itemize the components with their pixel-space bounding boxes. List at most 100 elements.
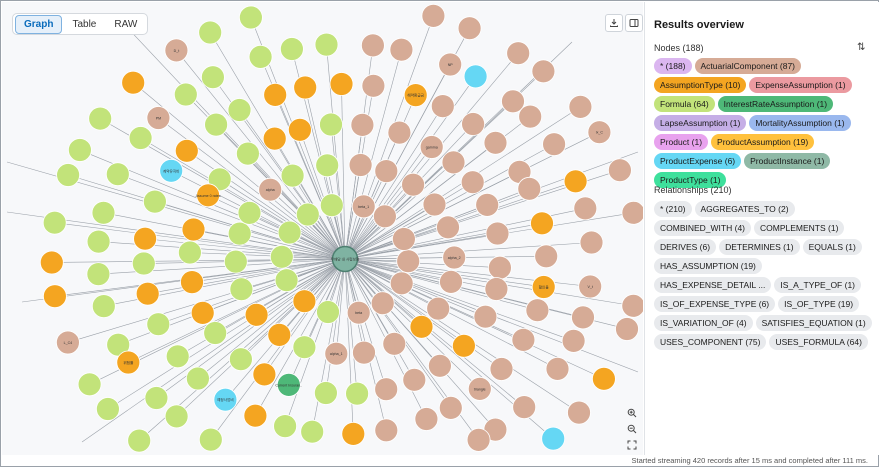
graph-node[interactable] (506, 41, 531, 66)
graph-node[interactable] (512, 395, 537, 420)
graph-node[interactable] (530, 211, 554, 236)
graph-node[interactable] (485, 221, 510, 246)
graph-node[interactable] (252, 362, 277, 387)
graph-node[interactable] (545, 356, 570, 381)
graph-node-labeled[interactable] (587, 120, 612, 145)
graph-node[interactable] (350, 113, 375, 137)
graph-node[interactable] (387, 120, 412, 145)
graph-node[interactable] (391, 227, 416, 251)
graph-node[interactable] (91, 200, 116, 225)
node-chip[interactable]: Product (1) (654, 134, 709, 150)
relationship-chip[interactable]: COMPLEMENTS (1) (754, 220, 845, 236)
relationship-chip[interactable]: IS_OF_EXPENSE_TYPE (6) (654, 296, 776, 312)
relationship-chip[interactable]: USES_FORMULA (64) (769, 334, 868, 350)
graph-node-labeled[interactable] (196, 183, 221, 208)
graph-node[interactable] (396, 249, 421, 274)
graph-node[interactable] (56, 163, 80, 187)
relationship-chip[interactable]: DERIVES (6) (654, 239, 717, 255)
graph-node[interactable] (542, 132, 566, 157)
graph-node[interactable] (142, 189, 167, 214)
node-chip[interactable]: ActuarialComponent (87) (694, 58, 802, 74)
graph-node[interactable] (409, 314, 434, 339)
relationship-chip[interactable]: AGGREGATES_TO (2) (694, 201, 795, 217)
relationship-chip[interactable]: EQUALS (1) (802, 239, 862, 255)
graph-node[interactable] (133, 226, 158, 251)
graph-node[interactable] (501, 89, 525, 114)
graph-node[interactable] (361, 73, 386, 98)
graph-node[interactable] (244, 302, 269, 327)
graph-node[interactable] (277, 220, 302, 245)
graph-node[interactable] (439, 269, 463, 294)
node-chip[interactable]: ProductType (1) (654, 172, 727, 188)
node-chip[interactable]: MortalityAssumption (1) (749, 115, 851, 131)
graph-node[interactable] (313, 381, 338, 405)
graph-node-labeled[interactable] (56, 330, 80, 355)
graph-node-labeled[interactable] (531, 275, 556, 299)
graph-node[interactable] (263, 83, 288, 107)
node-chip[interactable]: ExpenseAssumption (1) (749, 77, 852, 93)
relationship-chip[interactable]: IS_VARIATION_OF (4) (654, 315, 753, 331)
graph-node[interactable] (345, 381, 370, 406)
relationship-chip[interactable]: USES_COMPONENT (75) (654, 334, 767, 350)
node-chip[interactable]: LapseAssumption (1) (654, 115, 747, 131)
graph-node[interactable] (43, 284, 67, 309)
graph-node[interactable] (438, 395, 463, 420)
graph-node[interactable] (571, 305, 595, 330)
graph-node[interactable] (457, 16, 482, 41)
graph-node[interactable] (262, 126, 287, 151)
graph-node[interactable] (144, 386, 169, 410)
graph-node[interactable] (274, 268, 299, 293)
graph-node[interactable] (487, 255, 512, 280)
graph-node[interactable] (316, 300, 340, 324)
graph-node[interactable] (228, 347, 253, 372)
graph-node-labeled[interactable] (164, 38, 189, 63)
download-button[interactable] (605, 14, 623, 32)
graph-node[interactable] (483, 130, 508, 155)
graph-node[interactable] (131, 251, 156, 276)
graph-node[interactable] (68, 138, 92, 162)
graph-node[interactable] (293, 75, 318, 100)
graph-node-labeled[interactable] (403, 83, 428, 107)
relationship-chip[interactable]: COMBINED_WITH (4) (654, 220, 751, 236)
graph-node[interactable] (374, 159, 399, 184)
graph-node[interactable] (348, 153, 373, 177)
graph-node[interactable] (475, 192, 500, 217)
graph-node[interactable] (269, 244, 294, 269)
graph-node[interactable] (579, 230, 604, 255)
graph-node-labeled[interactable] (258, 177, 283, 202)
graph-node[interactable] (329, 72, 354, 96)
graph-node-labeled[interactable] (146, 106, 171, 130)
graph-node[interactable] (292, 335, 317, 360)
graph-node[interactable] (280, 163, 305, 188)
graph-node[interactable] (473, 304, 498, 329)
graph-node[interactable] (374, 418, 399, 443)
graph-node[interactable] (352, 340, 376, 365)
node-chip[interactable]: ProductAssumption (19) (711, 134, 815, 150)
graph-node[interactable] (295, 202, 320, 227)
node-chip[interactable]: Formula (64) (654, 96, 715, 112)
graph-node[interactable] (237, 200, 262, 225)
tab-raw[interactable]: RAW (114, 18, 138, 30)
graph-node[interactable] (279, 37, 304, 61)
graph-node[interactable] (460, 170, 485, 195)
node-chip[interactable]: * (188) (654, 58, 692, 74)
relationship-chip[interactable]: SATISFIES_EQUATION (1) (755, 315, 872, 331)
graph-node[interactable] (105, 162, 130, 187)
graph-node[interactable] (227, 221, 252, 246)
graph-node[interactable] (401, 172, 426, 197)
graph-visualization[interactable]: beta beta_1 alpha_1 alpha alpha_2 Current Ins… (2, 2, 643, 455)
graph-node[interactable] (292, 289, 317, 314)
tab-table[interactable]: Table (72, 18, 97, 30)
graph-node[interactable] (106, 332, 131, 357)
center-node[interactable] (331, 245, 359, 273)
graph-node-labeled[interactable] (346, 300, 371, 325)
graph-node[interactable] (341, 421, 366, 446)
graph-node[interactable] (198, 20, 223, 45)
graph-node[interactable] (430, 94, 455, 118)
graph-node[interactable] (128, 126, 153, 150)
relationship-chip[interactable]: IS_A_TYPE_OF (1) (774, 277, 861, 293)
graph-node[interactable] (441, 150, 466, 175)
graph-node[interactable] (484, 277, 509, 301)
graph-node[interactable] (39, 250, 64, 275)
graph-node[interactable] (135, 281, 160, 306)
